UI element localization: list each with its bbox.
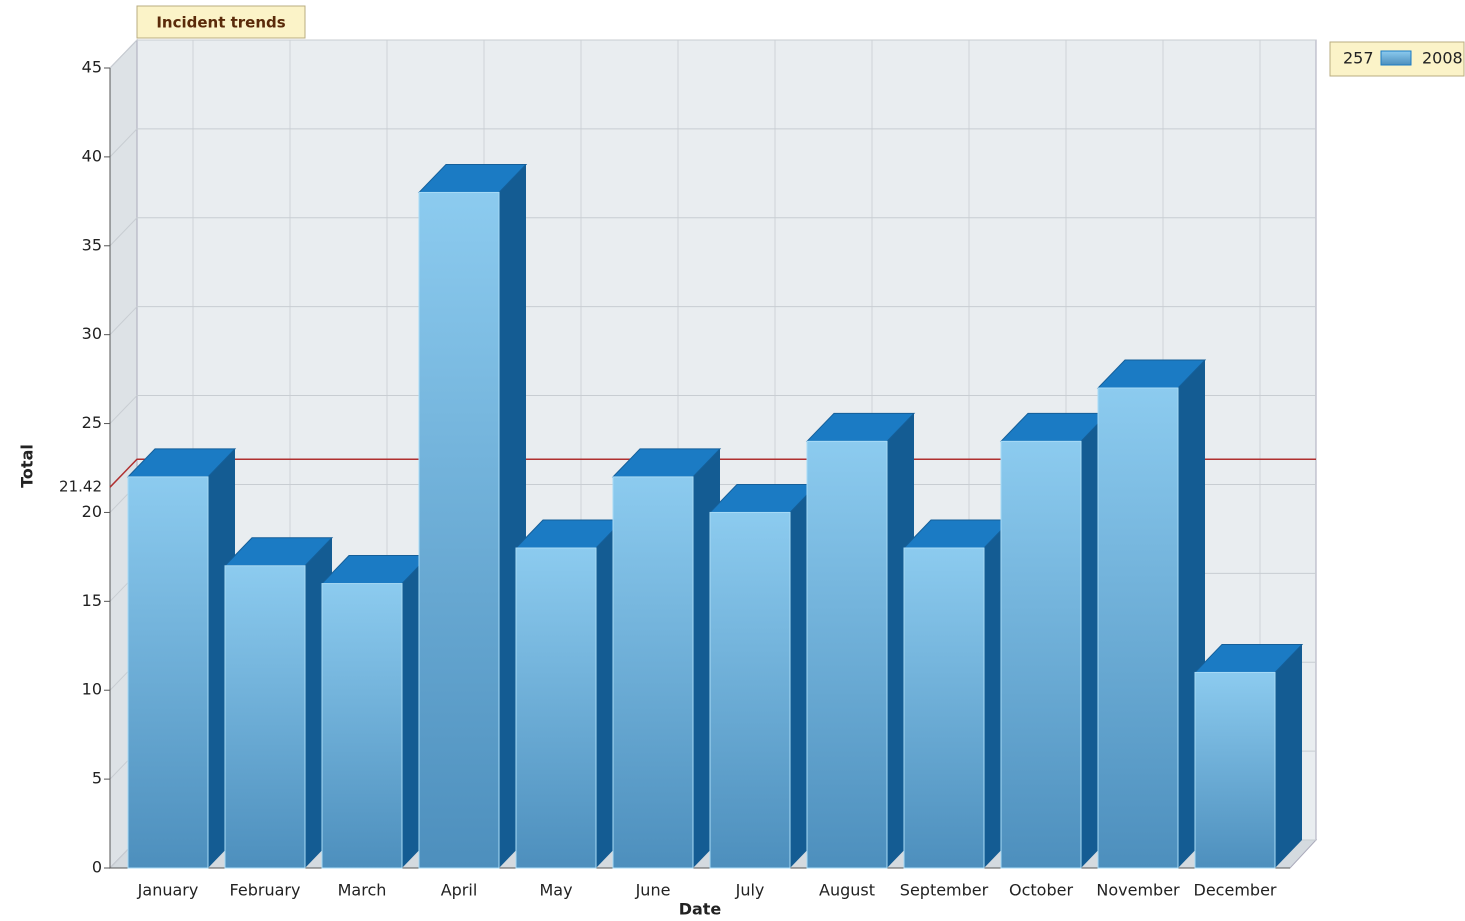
y-tick-label: 20 — [82, 502, 102, 521]
bar — [1194, 671, 1276, 869]
x-tick-label: November — [1096, 881, 1180, 900]
bar — [1000, 440, 1082, 869]
y-tick-label: 0 — [92, 858, 102, 877]
bar — [709, 511, 791, 869]
bar — [806, 440, 888, 869]
legend-swatch — [1380, 50, 1412, 66]
bar — [418, 191, 500, 869]
reference-line — [109, 458, 1316, 488]
reference-label: 21.42 — [59, 478, 102, 496]
bar — [612, 476, 694, 869]
x-axis-label: Date — [679, 900, 722, 919]
grid-line-side — [109, 128, 138, 158]
x-tick-label: April — [441, 881, 478, 900]
y-axis-label: Total — [18, 444, 37, 488]
title-tab — [136, 5, 306, 39]
x-tick-label: August — [819, 881, 875, 900]
bar — [321, 583, 403, 869]
bar-side — [1275, 644, 1302, 868]
y-tick-label: 5 — [92, 769, 102, 788]
bar — [515, 547, 597, 869]
y-tick-label: 40 — [82, 146, 102, 165]
y-tick-label: 15 — [82, 591, 102, 610]
grid-line-side — [109, 39, 138, 69]
bar — [127, 476, 209, 869]
grid-line-side — [109, 306, 138, 336]
x-tick-label: September — [900, 881, 989, 900]
grid-line-side — [109, 395, 138, 424]
x-tick-label: February — [230, 881, 301, 900]
grid-line-side — [109, 217, 138, 247]
y-tick-label: 25 — [82, 413, 102, 432]
x-tick-label: March — [338, 881, 387, 900]
y-tick-label: 10 — [82, 680, 102, 699]
x-tick-label: May — [539, 881, 572, 900]
y-tick-label: 45 — [82, 58, 102, 77]
legend-total: 257 — [1343, 49, 1374, 68]
x-tick-label: October — [1009, 881, 1073, 900]
bar — [903, 547, 985, 869]
x-tick-label: January — [137, 881, 199, 900]
y-tick-label: 30 — [82, 324, 102, 343]
bar — [1097, 387, 1179, 869]
bar — [224, 565, 306, 869]
y-tick-label: 35 — [82, 235, 102, 254]
x-tick-label: June — [635, 881, 671, 900]
x-tick-label: July — [735, 881, 765, 900]
chart-title: Incident trends — [156, 14, 285, 32]
legend-label: 2008 — [1422, 49, 1463, 68]
x-tick-label: December — [1194, 881, 1277, 900]
